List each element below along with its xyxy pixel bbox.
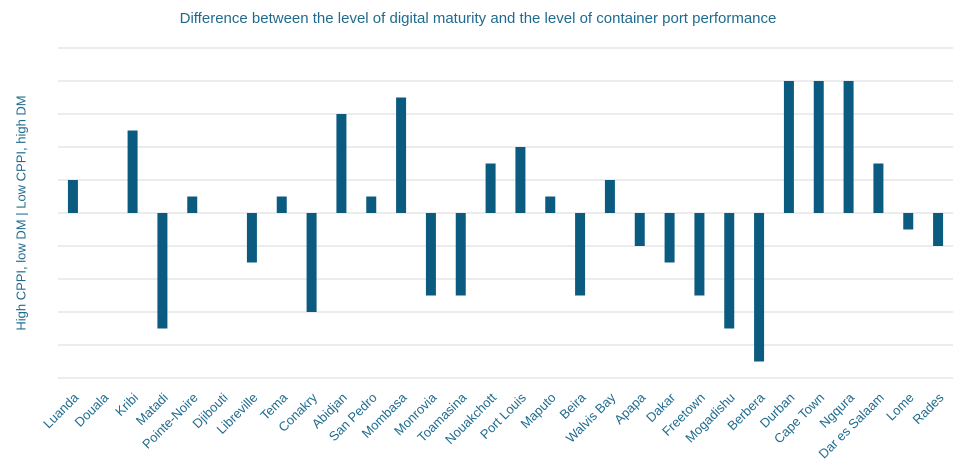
bar bbox=[634, 213, 645, 246]
bar bbox=[127, 130, 138, 213]
bar bbox=[873, 163, 884, 213]
bar bbox=[724, 213, 735, 329]
bar bbox=[306, 213, 317, 312]
bar bbox=[425, 213, 436, 296]
bar bbox=[604, 180, 615, 213]
bar bbox=[276, 196, 287, 213]
x-tick-label: Luanda bbox=[40, 389, 82, 431]
bar bbox=[246, 213, 257, 263]
bar bbox=[67, 180, 78, 213]
bar bbox=[187, 196, 198, 213]
bar bbox=[754, 213, 765, 362]
bar bbox=[366, 196, 377, 213]
bar bbox=[515, 147, 526, 213]
bar bbox=[903, 213, 914, 230]
bar bbox=[336, 114, 347, 213]
bar bbox=[843, 81, 854, 213]
x-tick-label: Douala bbox=[72, 389, 112, 429]
chart-title: Difference between the level of digital … bbox=[180, 10, 777, 27]
bar bbox=[157, 213, 168, 329]
x-tick-label: Apapa bbox=[611, 389, 649, 427]
bar bbox=[485, 163, 496, 213]
bar bbox=[813, 81, 824, 213]
bar bbox=[575, 213, 586, 296]
bar bbox=[664, 213, 675, 263]
x-tick-label: Rades bbox=[909, 390, 947, 428]
bar bbox=[545, 196, 556, 213]
bar bbox=[694, 213, 705, 296]
bar bbox=[783, 81, 794, 213]
bar bbox=[455, 213, 466, 296]
y-axis-label: High CPPI, low DM | Low CPPI, high DM bbox=[13, 95, 28, 330]
bar bbox=[396, 97, 407, 213]
bar bbox=[933, 213, 944, 246]
